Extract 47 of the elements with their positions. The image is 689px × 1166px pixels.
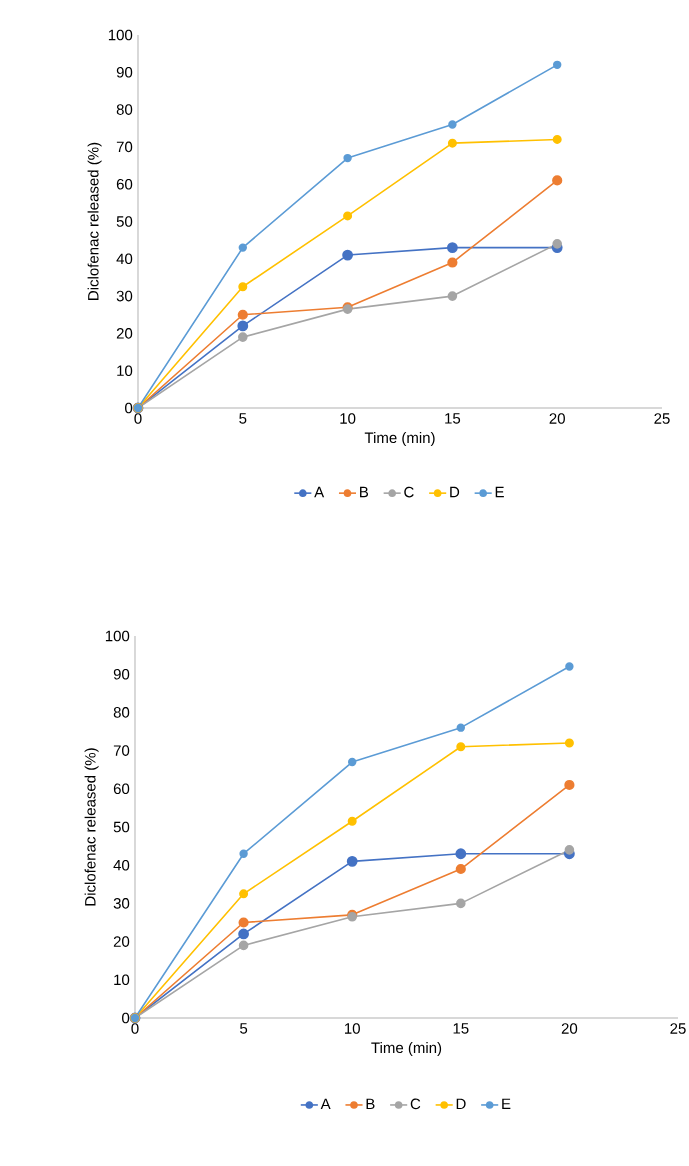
- x-tick-label: 20: [549, 413, 565, 424]
- x-tick-label: 25: [670, 1023, 686, 1034]
- y-tick-label: 80: [116, 104, 133, 115]
- y-tick-label: 80: [113, 707, 130, 718]
- y-tick-label: 40: [113, 859, 130, 871]
- y-tick-label: 100: [105, 630, 130, 642]
- x-axis-title: Time (min): [364, 432, 435, 446]
- x-tick-label: 25: [654, 413, 670, 424]
- x-tick-label: 15: [445, 413, 461, 424]
- x-tick-label: 5: [239, 413, 247, 424]
- y-tick-label: 70: [113, 745, 130, 756]
- legend-label: B: [366, 1098, 375, 1109]
- x-tick-label: 10: [345, 1023, 360, 1034]
- legend-label: A: [320, 1098, 331, 1109]
- y-tick-label: 30: [116, 290, 133, 302]
- y-tick-label: 90: [113, 668, 130, 680]
- y-tick-label: 70: [116, 141, 133, 153]
- legend-label: D: [450, 486, 460, 498]
- y-tick-label: 60: [113, 783, 130, 795]
- y-tick-label: 30: [113, 898, 130, 909]
- legend-label: E: [502, 1098, 511, 1109]
- y-tick-label: 60: [116, 178, 133, 190]
- y-tick-label: 20: [113, 936, 130, 947]
- x-axis-title: Time (min): [371, 1042, 442, 1056]
- x-tick-label: 10: [340, 413, 356, 424]
- legend-label: A: [314, 486, 325, 498]
- y-tick-label: 90: [116, 66, 133, 78]
- x-tick-label: 5: [240, 1023, 248, 1034]
- x-tick-label: 0: [134, 413, 142, 424]
- y-tick-label: 0: [122, 1012, 130, 1024]
- legend-label: C: [404, 486, 414, 498]
- x-tick-label: 20: [561, 1023, 578, 1034]
- y-tick-label: 20: [116, 328, 133, 339]
- y-tick-label: 50: [113, 821, 130, 833]
- y-axis-title: Diclofenac released (%): [87, 142, 102, 300]
- y-tick-label: 0: [125, 402, 133, 414]
- legend-label: E: [495, 486, 504, 498]
- x-tick-label: 15: [453, 1023, 469, 1034]
- legend-label: B: [360, 486, 369, 498]
- y-tick-label: 50: [116, 216, 133, 227]
- y-tick-label: 40: [116, 253, 133, 265]
- legend-label: D: [456, 1098, 466, 1109]
- y-tick-label: 100: [108, 29, 133, 41]
- y-tick-label: 10: [114, 974, 130, 986]
- y-tick-label: 10: [117, 365, 133, 376]
- y-axis-title: Diclofenac released (%): [84, 748, 99, 906]
- legend-label: C: [410, 1098, 421, 1110]
